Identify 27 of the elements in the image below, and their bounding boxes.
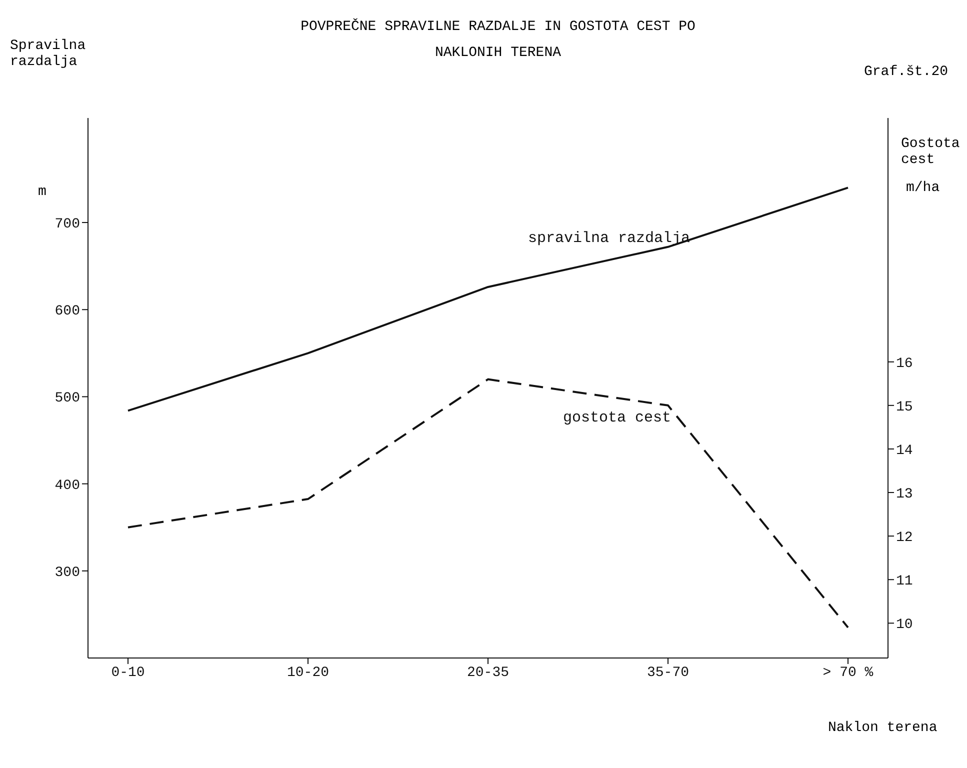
y2-tick-label: 11	[896, 574, 913, 590]
y2-tick-label: 12	[896, 530, 913, 546]
y-axis-title: Spravilna razdalja	[10, 38, 87, 70]
x-tick-label: 0-10	[111, 664, 145, 681]
y2-tick-label: 10	[896, 617, 913, 634]
y-tick-label: 400	[54, 478, 80, 494]
chart-title: POVPREČNE SPRAVILNE RAZDALJE IN GOSTOTA CEST PO NAKLONIH TERENA	[300, 17, 696, 63]
x-tick-label: 10-20	[286, 664, 330, 681]
y-tick-label: 600	[54, 304, 80, 320]
y2-tick-label: 13	[896, 486, 913, 502]
x-axis-title: Naklon terena	[828, 720, 938, 736]
x-tick-label: 20-35	[466, 664, 510, 681]
line-series	[127, 378, 849, 629]
line-series	[127, 186, 849, 412]
x-tick-label: > 70 %	[822, 664, 874, 681]
text: Graf.št.20	[864, 64, 948, 80]
y2-tick-label: 16	[896, 356, 913, 372]
x-tick-label: 35-70	[646, 664, 690, 681]
y-tick-label: 300	[54, 564, 80, 581]
y-tick-label: 700	[54, 216, 80, 232]
y-tick-label: 500	[54, 390, 80, 407]
series-label: gostota cest	[563, 409, 672, 426]
y2-axis-title: Gostota cest	[901, 136, 961, 168]
y2-tick-label: 14	[896, 442, 913, 459]
y2-tick-label: 15	[896, 399, 913, 416]
text: m	[38, 184, 46, 200]
text: m/ha	[906, 180, 940, 196]
